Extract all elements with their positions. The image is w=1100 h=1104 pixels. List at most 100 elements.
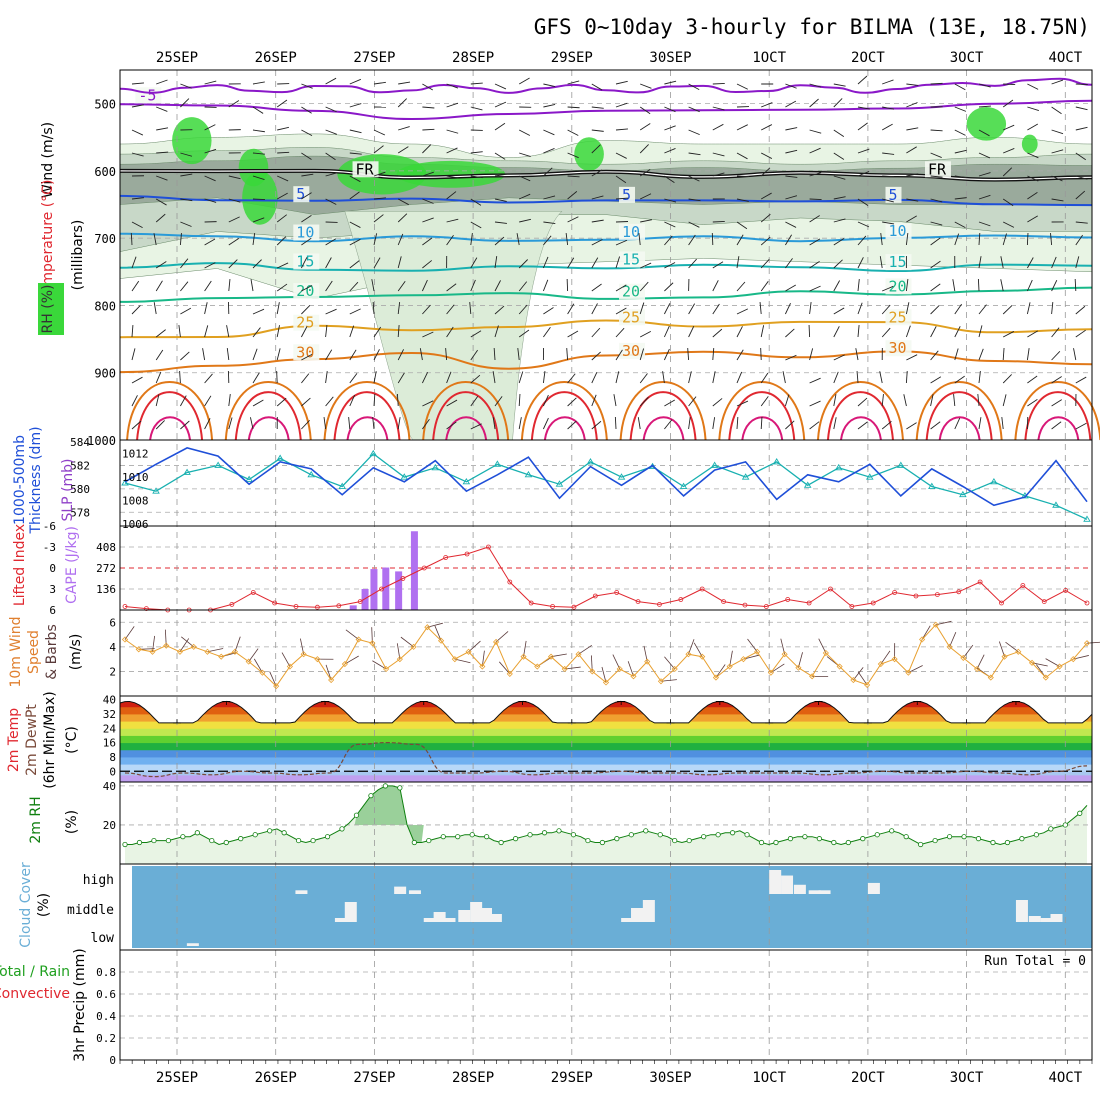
y-tick-label: 700 (94, 232, 116, 246)
cloud-middle-cell (1029, 916, 1041, 922)
precip-tick: 0 (109, 1054, 116, 1067)
contour-label: 10 (889, 222, 907, 240)
contour-label: 30 (296, 343, 314, 361)
wind-barb (713, 221, 725, 222)
date-label-top: 30SEP (649, 50, 691, 66)
date-label-top: 28SEP (452, 50, 494, 66)
cloud-middle-cell (1016, 900, 1028, 922)
rh-marker (947, 834, 951, 838)
date-label-bottom: 3OCT (950, 1070, 984, 1086)
y-tick-label: 1000 (87, 434, 116, 448)
temp-axis-label-3: (6hr Min/Max) (42, 691, 58, 788)
wind-barb (253, 199, 265, 200)
rh-marker (571, 833, 575, 837)
temp-band (120, 757, 1092, 765)
cloud-high-cell (769, 870, 781, 894)
rh-marker (181, 834, 185, 838)
cloud-high-cell (781, 876, 793, 894)
rh-marker (1005, 840, 1009, 844)
rh-marker (890, 829, 894, 833)
temp-axis-label-1: 2m Temp (6, 708, 22, 772)
date-label-bottom: 30SEP (649, 1070, 691, 1086)
contour-label: 20 (889, 277, 907, 295)
contour-label: 15 (889, 253, 907, 271)
wind-barb (1076, 84, 1088, 85)
li-tick: 0 (49, 562, 56, 575)
rh-marker (658, 833, 662, 837)
rh-marker (600, 840, 604, 844)
rh-high-blob (1022, 135, 1038, 154)
date-label-bottom: 1OCT (752, 1070, 786, 1086)
axis-label-part: (%) (36, 893, 52, 917)
rh-marker (166, 838, 170, 842)
li-tick: 3 (49, 583, 56, 596)
axis-label-part: Lifted Index (12, 524, 28, 606)
slp-tick: 1010 (122, 471, 149, 484)
wind-barb (1027, 233, 1028, 245)
rh-marker (832, 840, 836, 844)
contour-label: 15 (296, 252, 314, 270)
wind-barb (761, 348, 762, 360)
temp-band (120, 775, 1092, 783)
slp-tick: 1006 (122, 518, 149, 531)
date-label-bottom: 29SEP (551, 1070, 593, 1086)
rh-marker (340, 827, 344, 831)
rh2m-unit-label: (%) (64, 810, 80, 834)
wind10-axis-label-2: Speed (26, 630, 42, 674)
cloud-level-label: middle (67, 903, 114, 918)
rh-marker (1020, 836, 1024, 840)
axis-label-part: (millibars) (70, 220, 86, 291)
wind-tick: 6 (109, 616, 116, 629)
cloud-low-cell (187, 943, 199, 946)
rh-marker (195, 831, 199, 835)
rh-marker (701, 834, 705, 838)
axis-label-part: & Barbs (44, 624, 60, 680)
date-label-top: 25SEP (156, 50, 198, 66)
cloud-middle-cell (643, 900, 655, 922)
rh-high-blob (967, 107, 1006, 141)
wind10-axis-label-4: (m/s) (68, 634, 84, 671)
precip-legend-total: Total / Rain (0, 964, 70, 980)
rh-marker (586, 838, 590, 842)
cloud-unit-label: (%) (36, 893, 52, 917)
wind-tick: 2 (109, 665, 116, 678)
rh-tick: 40 (103, 780, 116, 793)
date-label-bottom: 26SEP (255, 1070, 297, 1086)
rh-tick: 20 (103, 819, 116, 832)
rh-marker (412, 840, 416, 844)
rh-marker (759, 840, 763, 844)
axis-label-part: 2m RH (28, 796, 44, 843)
temp-tick: 32 (103, 708, 116, 721)
rh-marker (296, 838, 300, 842)
cloud-middle-cell (1050, 914, 1062, 922)
rh-marker (137, 840, 141, 844)
li-tick: 6 (49, 604, 56, 617)
temp-band (120, 735, 1092, 743)
wind-barb (978, 279, 979, 291)
temp-axis-label-4: (°C) (64, 726, 80, 754)
rh-marker (267, 829, 271, 833)
temp-band (120, 764, 1092, 772)
axis-label-part: RH (%) (40, 285, 56, 334)
axis-label-part: CAPE (J/kg) (64, 526, 80, 604)
axis-label-part: 2m DewPt (24, 704, 40, 776)
rh-marker (253, 833, 257, 837)
cloud-middle-cell (458, 910, 470, 922)
rh-high-blob (574, 137, 604, 171)
contour-label: 10 (296, 224, 314, 242)
contour-label: 25 (622, 308, 640, 326)
rh-marker (817, 836, 821, 840)
rh-marker (730, 831, 734, 835)
rh-marker (1063, 823, 1067, 827)
axis-label-part: Thickness (dm) (28, 426, 44, 534)
cloud-level-label: low (91, 931, 115, 946)
rh-marker (369, 793, 373, 797)
contour-label: 20 (296, 282, 314, 300)
wind-tick: 4 (109, 641, 116, 654)
rh-high-blob (242, 171, 278, 225)
slp-tick: 1012 (122, 448, 149, 461)
rh-marker (991, 840, 995, 844)
rh-marker (557, 829, 561, 833)
axis-label-part: 1000-500mb (12, 435, 28, 525)
